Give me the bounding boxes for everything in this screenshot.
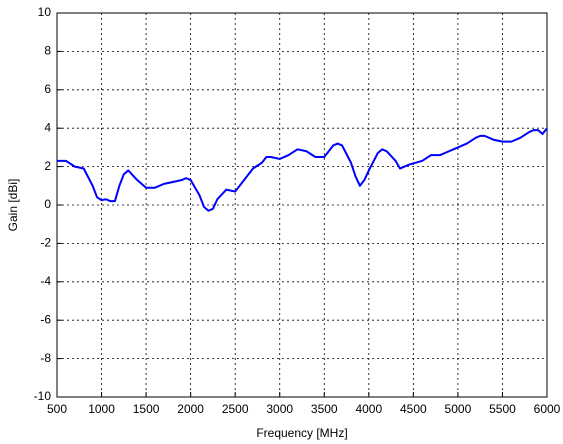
y-tick-label: 6 xyxy=(44,82,51,96)
x-tick-label: 3500 xyxy=(311,402,338,416)
x-tick-label: 2500 xyxy=(222,402,249,416)
x-tick-label: 2000 xyxy=(177,402,204,416)
y-tick-label: 0 xyxy=(44,197,51,211)
x-tick-label: 3000 xyxy=(266,402,293,416)
x-tick-label: 1500 xyxy=(133,402,160,416)
x-tick-label: 4500 xyxy=(400,402,427,416)
y-tick-label: -6 xyxy=(40,312,51,326)
x-axis-label: Frequency [MHz] xyxy=(256,426,347,440)
y-axis-label: Gain [dBi] xyxy=(6,179,20,232)
x-tick-label: 500 xyxy=(47,402,67,416)
y-tick-label: 4 xyxy=(44,120,51,134)
x-tick-label: 1000 xyxy=(88,402,115,416)
data-line xyxy=(57,127,548,212)
y-tick-label: -4 xyxy=(40,274,51,288)
x-tick-label: 5500 xyxy=(489,402,516,416)
x-tick-label: 4000 xyxy=(355,402,382,416)
x-tick-label: 6000 xyxy=(534,402,561,416)
y-tick-label: -2 xyxy=(40,236,51,250)
x-tick-label: 5000 xyxy=(445,402,472,416)
y-tick-label: 10 xyxy=(38,5,52,19)
y-tick-label: -8 xyxy=(40,351,51,365)
y-tick-label: 2 xyxy=(44,159,51,173)
y-tick-label: 8 xyxy=(44,44,51,58)
y-tick-label: -10 xyxy=(34,389,52,403)
